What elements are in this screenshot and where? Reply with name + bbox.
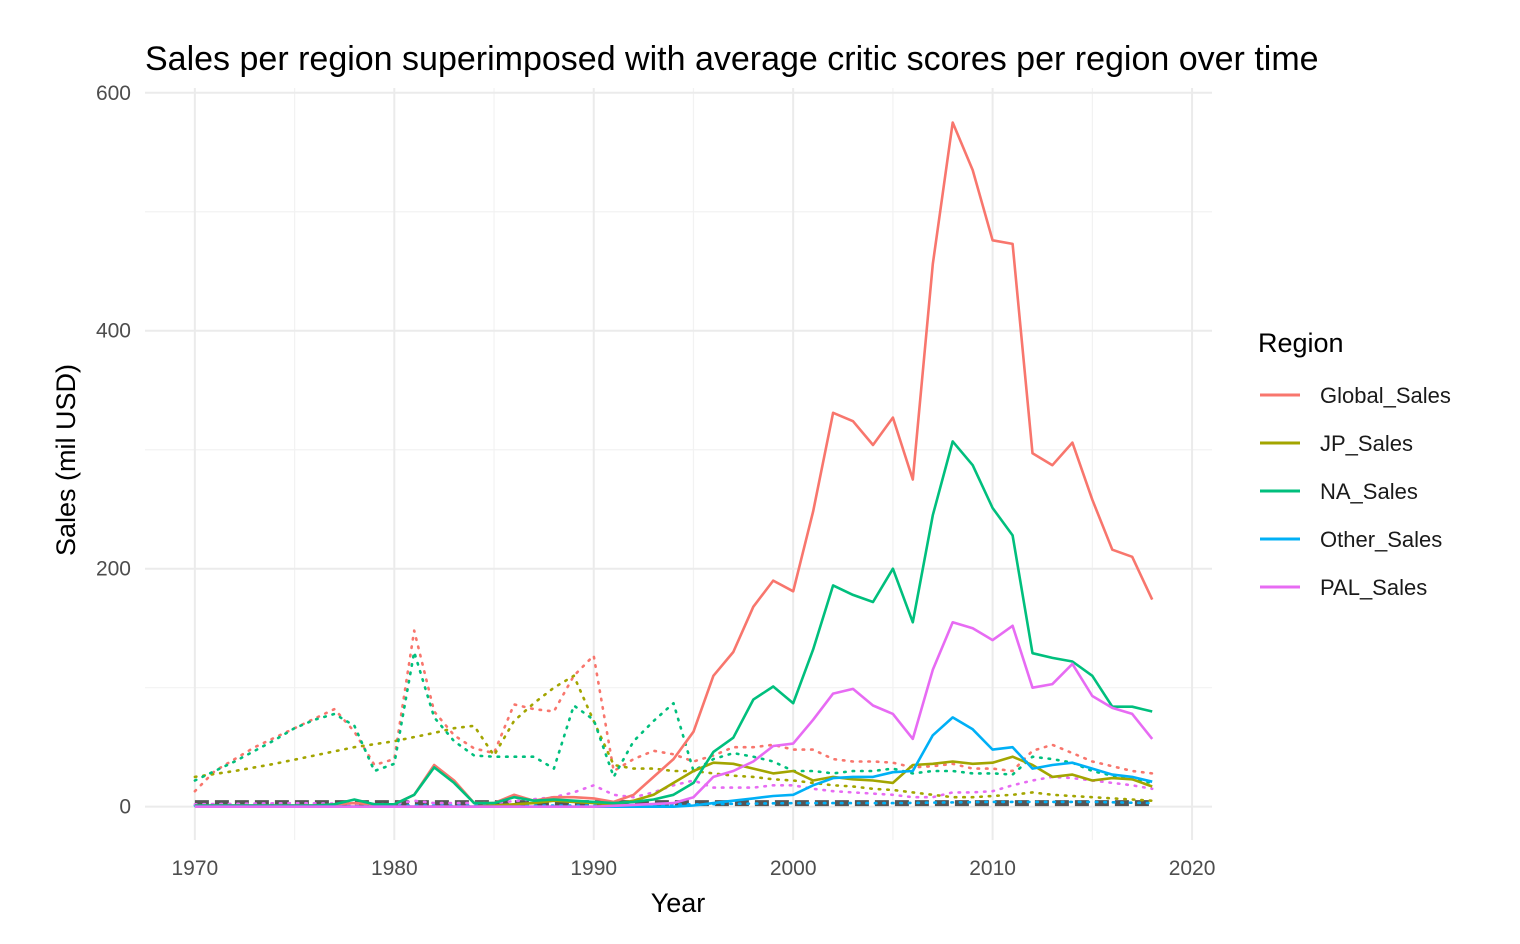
critic-score-dotted-line-5 bbox=[193, 629, 1154, 793]
series-lines bbox=[193, 121, 1154, 809]
legend-item-global-sales: Global_Sales bbox=[1260, 383, 1451, 408]
legend-label: NA_Sales bbox=[1320, 479, 1418, 504]
legend-item-jp-sales: JP_Sales bbox=[1260, 431, 1413, 456]
x-tick-label: 1990 bbox=[570, 857, 617, 880]
x-tick-label: 2020 bbox=[1169, 857, 1216, 880]
series-line-other-sales bbox=[194, 716, 1153, 809]
grid bbox=[145, 88, 1212, 840]
legend-label: Global_Sales bbox=[1320, 383, 1451, 408]
chart-title: Sales per region superimposed with avera… bbox=[145, 40, 1319, 78]
series-line-global-sales bbox=[194, 121, 1154, 807]
critic-score-dotted-line-6 bbox=[193, 674, 1154, 803]
x-tick-label: 2010 bbox=[969, 857, 1016, 880]
y-axis-title: Sales (mil USD) bbox=[51, 364, 81, 556]
series-line-jp-sales bbox=[194, 755, 1153, 809]
y-tick-label: 200 bbox=[96, 558, 131, 581]
legend-title: Region bbox=[1258, 328, 1344, 358]
legend-label: Other_Sales bbox=[1320, 527, 1442, 552]
critic-score-dotted-line-7 bbox=[193, 650, 1154, 785]
legend-item-na-sales: NA_Sales bbox=[1260, 479, 1418, 504]
legend-item-pal-sales: PAL_Sales bbox=[1260, 575, 1427, 600]
y-tick-label: 0 bbox=[119, 796, 131, 819]
legend-items: Global_Sales JP_Sales NA_Sales Other_Sales P… bbox=[1260, 383, 1451, 600]
axes: 1970 1980 1990 2000 2010 2020 0 200 400 600 bbox=[96, 82, 1215, 880]
series-line-na-sales bbox=[194, 440, 1153, 807]
x-axis-title: Year bbox=[651, 888, 706, 918]
y-tick-label: 400 bbox=[96, 320, 131, 343]
y-tick-label: 600 bbox=[96, 82, 131, 105]
x-tick-label: 1980 bbox=[371, 857, 418, 880]
series-line-pal-sales bbox=[194, 620, 1154, 809]
x-tick-label: 2000 bbox=[770, 857, 817, 880]
legend: Region Global_Sales JP_Sales NA_Sales Other… bbox=[1258, 328, 1451, 600]
legend-label: JP_Sales bbox=[1320, 431, 1413, 456]
legend-label: PAL_Sales bbox=[1320, 575, 1427, 600]
x-tick-label: 1970 bbox=[172, 857, 219, 880]
legend-item-other-sales: Other_Sales bbox=[1260, 527, 1442, 552]
